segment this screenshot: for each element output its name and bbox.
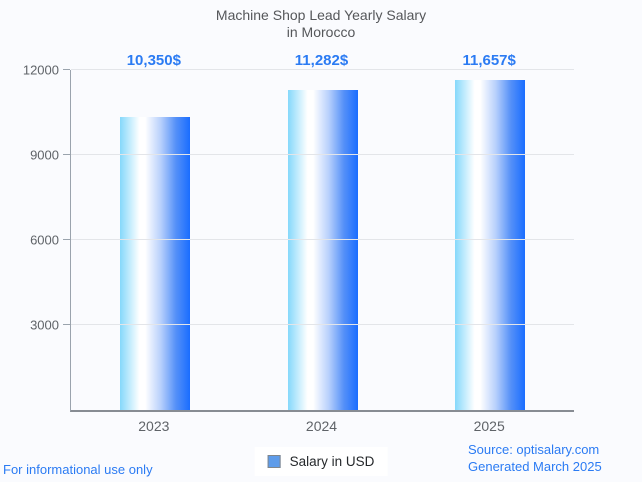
y-tick-label-6000: 6000 [30, 232, 59, 248]
x-axis-label-2024: 2024 [305, 418, 338, 434]
bar-slot-2023 [71, 70, 239, 410]
legend-label: Salary in USD [289, 454, 375, 469]
chart-title: Machine Shop Lead Yearly Salary in Moroc… [0, 7, 642, 41]
chart-title-line2: in Morocco [286, 24, 356, 40]
gridline-12000 [71, 69, 574, 70]
bar-2024 [287, 90, 358, 410]
gridline-6000 [71, 239, 574, 240]
bar-2025 [455, 79, 526, 410]
bars-row [71, 70, 574, 410]
generated-date: Generated March 2025 [468, 459, 602, 474]
y-tick-9000 [63, 154, 70, 155]
source-block: Source: optisalary.com Generated March 2… [468, 441, 602, 475]
y-tick-12000 [63, 69, 70, 70]
bar-value-labels: 10,350$ 11,282$ 11,657$ [70, 52, 573, 69]
source-link[interactable]: Source: optisalary.com [468, 442, 600, 457]
legend-swatch-icon [267, 455, 281, 468]
x-axis-label-2025: 2025 [473, 418, 505, 434]
bar-value-label-2024: 11,282$ [294, 52, 349, 69]
legend: Salary in USD [254, 447, 388, 476]
x-axis-label-2023: 2023 [138, 418, 170, 434]
disclaimer-text: For informational use only [3, 462, 153, 477]
bar-slot-2025 [406, 70, 574, 410]
bar-value-label-2025: 11,657$ [462, 52, 516, 69]
chart-title-line1: Machine Shop Lead Yearly Salary [215, 7, 427, 23]
y-tick-label-3000: 3000 [30, 317, 59, 333]
plot-area: 3000 6000 9000 12000 [23, 63, 574, 412]
x-axis-labels: 2023 2024 2025 [70, 418, 573, 434]
bar-2023 [119, 116, 190, 410]
y-tick-6000 [63, 239, 70, 240]
gridline-9000 [71, 154, 574, 155]
gridline-3000 [71, 324, 574, 325]
y-tick-label-9000: 9000 [30, 147, 59, 163]
y-tick-label-12000: 12000 [22, 62, 59, 78]
y-tick-3000 [63, 324, 70, 325]
bar-value-label-2023: 10,350$ [126, 52, 181, 69]
bar-slot-2024 [239, 70, 407, 410]
